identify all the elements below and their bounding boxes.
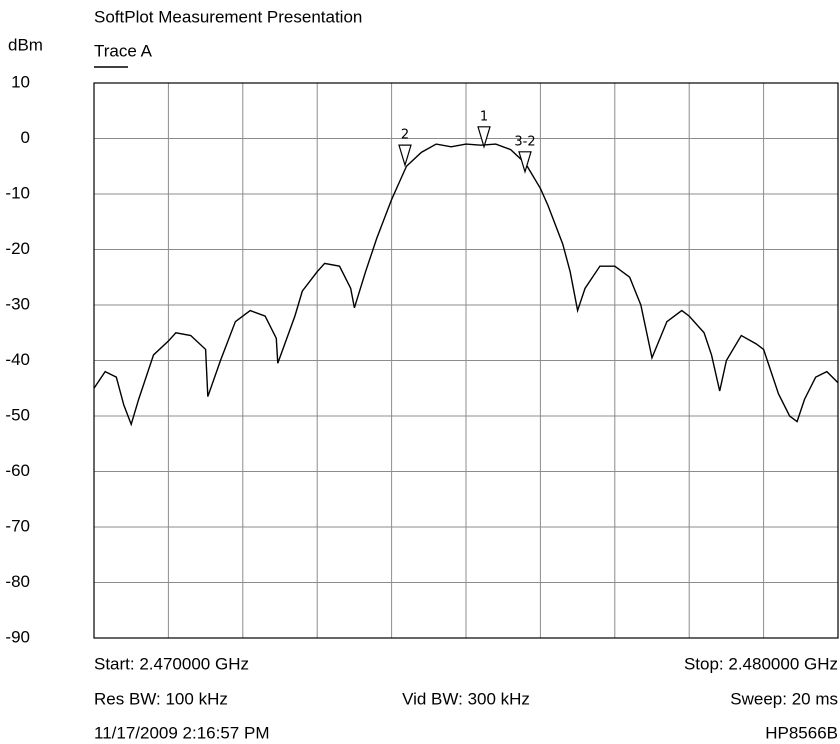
start-frequency: Start: 2.470000 GHz <box>94 654 249 673</box>
y-tick-label: -10 <box>5 183 30 202</box>
legend-label: Trace A <box>94 41 153 60</box>
y-tick-label: -80 <box>5 572 30 591</box>
chart-title: SoftPlot Measurement Presentation <box>94 7 362 26</box>
y-tick-label: -30 <box>5 294 30 313</box>
y-tick-label: -50 <box>5 405 30 424</box>
marker-label: 2 <box>401 128 409 143</box>
res-bw: Res BW: 100 kHz <box>94 689 228 708</box>
y-tick-label: -20 <box>5 239 30 258</box>
marker-triangle <box>477 126 491 149</box>
y-tick-label: 10 <box>11 72 30 91</box>
marker-triangle <box>398 144 412 168</box>
y-tick-label: -60 <box>5 461 30 480</box>
y-axis-label: dBm <box>8 35 43 54</box>
y-tick-label: -40 <box>5 350 30 369</box>
vid-bw: Vid BW: 300 kHz <box>402 689 530 708</box>
y-tick-label: -90 <box>5 627 30 646</box>
trace-line <box>93 143 839 427</box>
instrument: HP8566B <box>765 723 838 742</box>
sweep: Sweep: 20 ms <box>730 689 838 708</box>
marker-triangle <box>518 151 532 174</box>
marker-label: 3-2 <box>514 134 535 149</box>
timestamp: 11/17/2009 2:16:57 PM <box>94 723 270 742</box>
stop-frequency: Stop: 2.480000 GHz <box>684 654 838 673</box>
marker-label: 1 <box>480 109 488 124</box>
plot-border <box>93 82 839 639</box>
y-tick-label: 0 <box>21 128 30 147</box>
y-tick-label: -70 <box>5 516 30 535</box>
